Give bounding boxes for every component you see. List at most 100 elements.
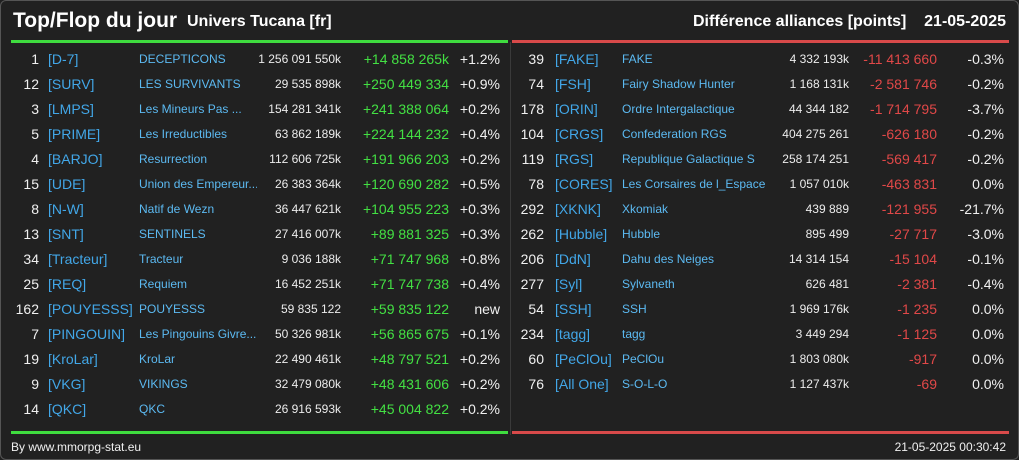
alliance-tag[interactable]: [REQ] bbox=[48, 276, 87, 292]
alliance-tag[interactable]: [KroLar] bbox=[48, 351, 98, 367]
alliance-pct: +0.2% bbox=[459, 376, 500, 392]
alliance-name[interactable]: Les Irreductibles bbox=[139, 127, 228, 141]
alliance-rank: 234 bbox=[520, 326, 544, 342]
alliance-tag[interactable]: [Tracteur] bbox=[48, 251, 108, 267]
alliance-name[interactable]: VIKINGS bbox=[139, 377, 188, 391]
alliance-rank: 74 bbox=[528, 76, 544, 92]
alliance-rank: 78 bbox=[528, 176, 544, 192]
alliance-rank: 9 bbox=[31, 376, 39, 392]
alliance-name[interactable]: DECEPTICONS bbox=[139, 52, 226, 66]
alliance-diff: -2 581 746 bbox=[870, 76, 937, 92]
alliance-tag[interactable]: [PRIME] bbox=[48, 126, 101, 142]
alliance-tag[interactable]: [FAKE] bbox=[555, 51, 599, 67]
alliance-tag[interactable]: [CRGS] bbox=[555, 126, 604, 142]
alliance-name[interactable]: Dahu des Neiges bbox=[622, 252, 715, 266]
alliance-tag[interactable]: [FSH] bbox=[555, 76, 591, 92]
alliance-points: 9 036 188k bbox=[281, 252, 341, 266]
alliance-name[interactable]: Les Mineurs Pas ... bbox=[139, 102, 242, 116]
alliance-tag[interactable]: [PeClOu] bbox=[555, 351, 612, 367]
alliance-name[interactable]: Xkomiak bbox=[622, 202, 669, 216]
alliance-name[interactable]: LES SURVIVANTS bbox=[139, 77, 241, 91]
alliance-name[interactable]: PeClOu bbox=[622, 352, 665, 366]
alliance-name[interactable]: SSH bbox=[622, 302, 647, 316]
alliance-tag[interactable]: [Syl] bbox=[555, 276, 583, 292]
alliance-tag[interactable]: [BARJO] bbox=[48, 151, 103, 167]
alliance-tag[interactable]: [LMPS] bbox=[48, 101, 94, 117]
alliance-tag[interactable]: [All One] bbox=[555, 376, 609, 392]
alliance-tag[interactable]: [PINGOUIN] bbox=[48, 326, 126, 342]
alliance-pct: +0.9% bbox=[459, 76, 500, 92]
alliance-name[interactable]: Hubble bbox=[622, 227, 661, 241]
alliance-name[interactable]: Fairy Shadow Hunter bbox=[622, 77, 735, 91]
alliance-name[interactable]: Confederation RGS bbox=[622, 127, 727, 141]
alliance-name[interactable]: tagg bbox=[622, 327, 646, 341]
alliance-pct: +0.2% bbox=[459, 401, 500, 417]
alliance-name[interactable]: Sylvaneth bbox=[622, 277, 675, 291]
alliance-name[interactable]: Republique Galactique S bbox=[622, 152, 755, 166]
alliance-tag[interactable]: [N-W] bbox=[48, 201, 84, 217]
alliance-diff: -569 417 bbox=[881, 151, 937, 167]
alliance-name[interactable]: FAKE bbox=[622, 52, 653, 66]
alliance-rank: 14 bbox=[23, 401, 39, 417]
top-losers-list: 39 [FAKE] FAKE 4 332 193k -11 413 660 -0.3% 74… bbox=[511, 47, 1019, 397]
alliance-tag[interactable]: [Hubble] bbox=[555, 226, 608, 242]
alliance-tag[interactable]: [DdN] bbox=[555, 251, 591, 267]
alliance-points: 63 862 189k bbox=[274, 127, 341, 141]
alliance-name[interactable]: QKC bbox=[139, 402, 166, 416]
alliance-pct: +0.2% bbox=[459, 151, 500, 167]
alliance-rank: 34 bbox=[23, 251, 39, 267]
flop-row: 39 [FAKE] FAKE 4 332 193k -11 413 660 -0.3% bbox=[511, 47, 1019, 72]
top-bar-red bbox=[512, 40, 1009, 43]
alliance-rank: 7 bbox=[31, 326, 39, 342]
flop-row: 74 [FSH] Fairy Shadow Hunter 1 168 131k -2 5… bbox=[511, 72, 1019, 97]
alliance-points: 404 275 261 bbox=[782, 127, 849, 141]
alliance-tag[interactable]: [RGS] bbox=[555, 151, 594, 167]
alliance-name[interactable]: Tracteur bbox=[139, 252, 184, 266]
alliance-diff: -69 bbox=[916, 376, 937, 392]
alliance-rank: 262 bbox=[520, 226, 544, 242]
alliance-name[interactable]: Resurrection bbox=[139, 152, 208, 166]
alliance-name[interactable]: S-O-L-O bbox=[622, 377, 668, 391]
alliance-tag[interactable]: [D-7] bbox=[48, 51, 79, 67]
alliance-rank: 60 bbox=[528, 351, 544, 367]
alliance-tag[interactable]: [POUYESSS] bbox=[48, 301, 133, 317]
alliance-tag[interactable]: [SSH] bbox=[555, 301, 592, 317]
alliance-tag[interactable]: [SNT] bbox=[48, 226, 84, 242]
footer-timestamp: 21-05-2025 00:30:42 bbox=[894, 440, 1006, 454]
alliance-tag[interactable]: [CORES] bbox=[555, 176, 613, 192]
alliance-tag[interactable]: [UDE] bbox=[48, 176, 86, 192]
credit-link[interactable]: By www.mmorpg-stat.eu bbox=[11, 440, 142, 454]
alliance-name[interactable]: POUYESSS bbox=[139, 302, 206, 316]
alliance-pct: +0.5% bbox=[459, 176, 500, 192]
alliance-rank: 3 bbox=[31, 101, 39, 117]
alliance-name[interactable]: Union des Empereur... bbox=[139, 177, 257, 191]
alliance-diff: +45 004 822 bbox=[370, 401, 449, 417]
alliance-name[interactable]: Natif de Wezn bbox=[139, 202, 215, 216]
alliance-tag[interactable]: [VKG] bbox=[48, 376, 86, 392]
alliance-diff: +56 865 675 bbox=[370, 326, 449, 342]
date-label: 21-05-2025 bbox=[924, 13, 1006, 30]
alliance-name[interactable]: Les Pingouins Givre... bbox=[139, 327, 257, 341]
alliance-name[interactable]: Ordre Intergalactique bbox=[622, 102, 735, 116]
alliance-pct: +1.2% bbox=[459, 51, 500, 67]
flop-row: 54 [SSH] SSH 1 969 176k -1 235 0.0% bbox=[511, 297, 1019, 322]
alliance-points: 26 383 364k bbox=[274, 177, 341, 191]
alliance-tag[interactable]: [tagg] bbox=[555, 326, 591, 342]
alliance-tag[interactable]: [SURV] bbox=[48, 76, 95, 92]
alliance-tag[interactable]: [ORIN] bbox=[555, 101, 598, 117]
alliance-name[interactable]: SENTINELS bbox=[139, 227, 206, 241]
alliance-tag[interactable]: [XKNK] bbox=[555, 201, 601, 217]
alliance-name[interactable]: Les Corsaires de l_Espace bbox=[622, 177, 766, 191]
top-row: 12 [SURV] LES SURVIVANTS 29 535 898k +250 44… bbox=[1, 72, 510, 97]
alliance-diff: -15 104 bbox=[889, 251, 937, 267]
alliance-pct: 0.0% bbox=[972, 326, 1004, 342]
alliance-diff: -1 125 bbox=[897, 326, 937, 342]
header-right: Différence alliances [points] 21-05-2025 bbox=[693, 13, 1006, 31]
alliance-diff: -2 381 bbox=[897, 276, 937, 292]
alliance-tag[interactable]: [QKC] bbox=[48, 401, 87, 417]
top-row: 14 [QKC] QKC 26 916 593k +45 004 822 +0.2% bbox=[1, 397, 510, 422]
alliance-name[interactable]: Requiem bbox=[139, 277, 188, 291]
alliance-diff: +59 835 122 bbox=[370, 301, 449, 317]
alliance-diff: -463 831 bbox=[881, 176, 937, 192]
alliance-name[interactable]: KroLar bbox=[139, 352, 176, 366]
